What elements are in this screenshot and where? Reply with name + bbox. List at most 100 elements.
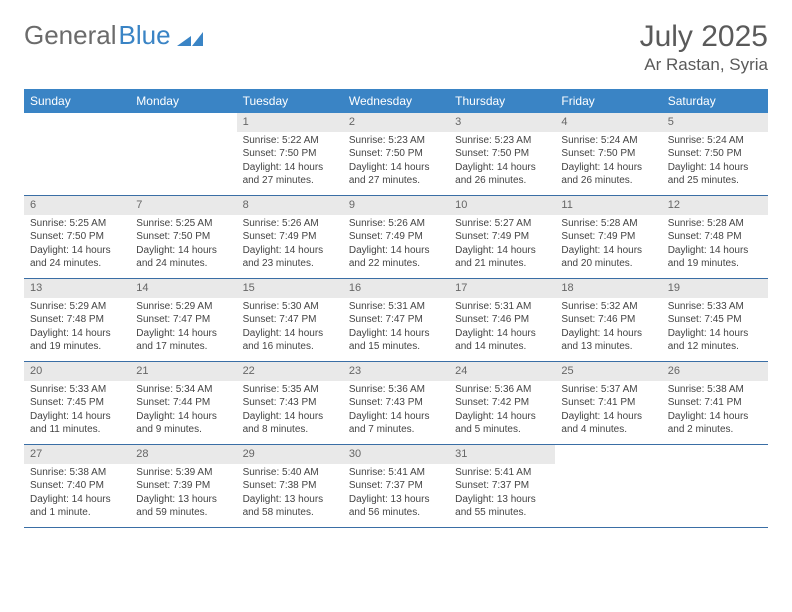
day-number: 27 (24, 445, 130, 464)
day-cell: 15Sunrise: 5:30 AMSunset: 7:47 PMDayligh… (237, 279, 343, 361)
dayname: Friday (555, 89, 661, 113)
sunrise-line: Sunrise: 5:41 AM (349, 466, 443, 480)
day-cell: 12Sunrise: 5:28 AMSunset: 7:48 PMDayligh… (662, 196, 768, 278)
sunrise-line: Sunrise: 5:37 AM (561, 383, 655, 397)
daylight-line: Daylight: 14 hours and 7 minutes. (349, 410, 443, 437)
day-number: 3 (449, 113, 555, 132)
day-cell: 18Sunrise: 5:32 AMSunset: 7:46 PMDayligh… (555, 279, 661, 361)
page: GeneralBlue July 2025 Ar Rastan, Syria S… (0, 0, 792, 548)
day-cell: 27Sunrise: 5:38 AMSunset: 7:40 PMDayligh… (24, 445, 130, 527)
day-info: Sunrise: 5:31 AMSunset: 7:46 PMDaylight:… (449, 298, 555, 358)
day-number: 23 (343, 362, 449, 381)
daylight-line: Daylight: 14 hours and 19 minutes. (668, 244, 762, 271)
sunset-line: Sunset: 7:38 PM (243, 479, 337, 493)
sunset-line: Sunset: 7:47 PM (136, 313, 230, 327)
day-cell: 29Sunrise: 5:40 AMSunset: 7:38 PMDayligh… (237, 445, 343, 527)
day-info: Sunrise: 5:38 AMSunset: 7:40 PMDaylight:… (24, 464, 130, 524)
daylight-line: Daylight: 14 hours and 27 minutes. (349, 161, 443, 188)
day-number: 6 (24, 196, 130, 215)
sunset-line: Sunset: 7:49 PM (243, 230, 337, 244)
day-number: 14 (130, 279, 236, 298)
day-cell: 31Sunrise: 5:41 AMSunset: 7:37 PMDayligh… (449, 445, 555, 527)
day-info: Sunrise: 5:35 AMSunset: 7:43 PMDaylight:… (237, 381, 343, 441)
dayname: Wednesday (343, 89, 449, 113)
day-cell: 21Sunrise: 5:34 AMSunset: 7:44 PMDayligh… (130, 362, 236, 444)
day-number: 8 (237, 196, 343, 215)
day-info: Sunrise: 5:29 AMSunset: 7:47 PMDaylight:… (130, 298, 236, 358)
daylight-line: Daylight: 14 hours and 26 minutes. (455, 161, 549, 188)
daylight-line: Daylight: 14 hours and 2 minutes. (668, 410, 762, 437)
day-number: 5 (662, 113, 768, 132)
daylight-line: Daylight: 14 hours and 11 minutes. (30, 410, 124, 437)
day-info: Sunrise: 5:33 AMSunset: 7:45 PMDaylight:… (24, 381, 130, 441)
title-location: Ar Rastan, Syria (640, 55, 768, 75)
day-info: Sunrise: 5:23 AMSunset: 7:50 PMDaylight:… (343, 132, 449, 192)
day-number: 28 (130, 445, 236, 464)
day-number: 2 (343, 113, 449, 132)
title-month: July 2025 (640, 20, 768, 53)
sunrise-line: Sunrise: 5:25 AM (30, 217, 124, 231)
day-number: 22 (237, 362, 343, 381)
day-number: 19 (662, 279, 768, 298)
week-row: 20Sunrise: 5:33 AMSunset: 7:45 PMDayligh… (24, 362, 768, 445)
daylight-line: Daylight: 13 hours and 59 minutes. (136, 493, 230, 520)
day-info: Sunrise: 5:34 AMSunset: 7:44 PMDaylight:… (130, 381, 236, 441)
day-cell: 14Sunrise: 5:29 AMSunset: 7:47 PMDayligh… (130, 279, 236, 361)
sunrise-line: Sunrise: 5:22 AM (243, 134, 337, 148)
sunrise-line: Sunrise: 5:25 AM (136, 217, 230, 231)
sunset-line: Sunset: 7:44 PM (136, 396, 230, 410)
sunrise-line: Sunrise: 5:35 AM (243, 383, 337, 397)
sunset-line: Sunset: 7:50 PM (349, 147, 443, 161)
daylight-line: Daylight: 14 hours and 24 minutes. (30, 244, 124, 271)
sunset-line: Sunset: 7:42 PM (455, 396, 549, 410)
week-row: 13Sunrise: 5:29 AMSunset: 7:48 PMDayligh… (24, 279, 768, 362)
sunrise-line: Sunrise: 5:26 AM (243, 217, 337, 231)
day-number: 29 (237, 445, 343, 464)
dayname: Sunday (24, 89, 130, 113)
daylight-line: Daylight: 14 hours and 26 minutes. (561, 161, 655, 188)
title-block: July 2025 Ar Rastan, Syria (640, 20, 768, 75)
daylight-line: Daylight: 14 hours and 1 minute. (30, 493, 124, 520)
day-cell: 25Sunrise: 5:37 AMSunset: 7:41 PMDayligh… (555, 362, 661, 444)
dayname: Monday (130, 89, 236, 113)
sunrise-line: Sunrise: 5:34 AM (136, 383, 230, 397)
daylight-line: Daylight: 14 hours and 21 minutes. (455, 244, 549, 271)
sunrise-line: Sunrise: 5:29 AM (136, 300, 230, 314)
day-info: Sunrise: 5:41 AMSunset: 7:37 PMDaylight:… (449, 464, 555, 524)
day-info: Sunrise: 5:24 AMSunset: 7:50 PMDaylight:… (555, 132, 661, 192)
sunrise-line: Sunrise: 5:38 AM (668, 383, 762, 397)
day-info: Sunrise: 5:36 AMSunset: 7:42 PMDaylight:… (449, 381, 555, 441)
day-number: 16 (343, 279, 449, 298)
logo-icon (177, 28, 203, 46)
day-info: Sunrise: 5:25 AMSunset: 7:50 PMDaylight:… (24, 215, 130, 275)
daylight-line: Daylight: 14 hours and 5 minutes. (455, 410, 549, 437)
day-cell: 6Sunrise: 5:25 AMSunset: 7:50 PMDaylight… (24, 196, 130, 278)
week-row: 1Sunrise: 5:22 AMSunset: 7:50 PMDaylight… (24, 113, 768, 196)
sunset-line: Sunset: 7:46 PM (455, 313, 549, 327)
day-number: 1 (237, 113, 343, 132)
sunrise-line: Sunrise: 5:36 AM (349, 383, 443, 397)
day-cell: 2Sunrise: 5:23 AMSunset: 7:50 PMDaylight… (343, 113, 449, 195)
day-info: Sunrise: 5:22 AMSunset: 7:50 PMDaylight:… (237, 132, 343, 192)
day-info: Sunrise: 5:23 AMSunset: 7:50 PMDaylight:… (449, 132, 555, 192)
day-info: Sunrise: 5:36 AMSunset: 7:43 PMDaylight:… (343, 381, 449, 441)
week-row: 6Sunrise: 5:25 AMSunset: 7:50 PMDaylight… (24, 196, 768, 279)
sunset-line: Sunset: 7:50 PM (668, 147, 762, 161)
logo-text-2: Blue (119, 20, 171, 51)
day-number: 15 (237, 279, 343, 298)
day-info: Sunrise: 5:33 AMSunset: 7:45 PMDaylight:… (662, 298, 768, 358)
daylight-line: Daylight: 14 hours and 25 minutes. (668, 161, 762, 188)
day-number: 20 (24, 362, 130, 381)
day-info: Sunrise: 5:38 AMSunset: 7:41 PMDaylight:… (662, 381, 768, 441)
sunset-line: Sunset: 7:45 PM (668, 313, 762, 327)
day-cell: 16Sunrise: 5:31 AMSunset: 7:47 PMDayligh… (343, 279, 449, 361)
day-cell: 28Sunrise: 5:39 AMSunset: 7:39 PMDayligh… (130, 445, 236, 527)
sunset-line: Sunset: 7:50 PM (561, 147, 655, 161)
day-cell: 22Sunrise: 5:35 AMSunset: 7:43 PMDayligh… (237, 362, 343, 444)
day-info: Sunrise: 5:25 AMSunset: 7:50 PMDaylight:… (130, 215, 236, 275)
sunset-line: Sunset: 7:50 PM (136, 230, 230, 244)
day-cell (130, 113, 236, 195)
sunrise-line: Sunrise: 5:27 AM (455, 217, 549, 231)
day-number: 13 (24, 279, 130, 298)
week-row: 27Sunrise: 5:38 AMSunset: 7:40 PMDayligh… (24, 445, 768, 528)
